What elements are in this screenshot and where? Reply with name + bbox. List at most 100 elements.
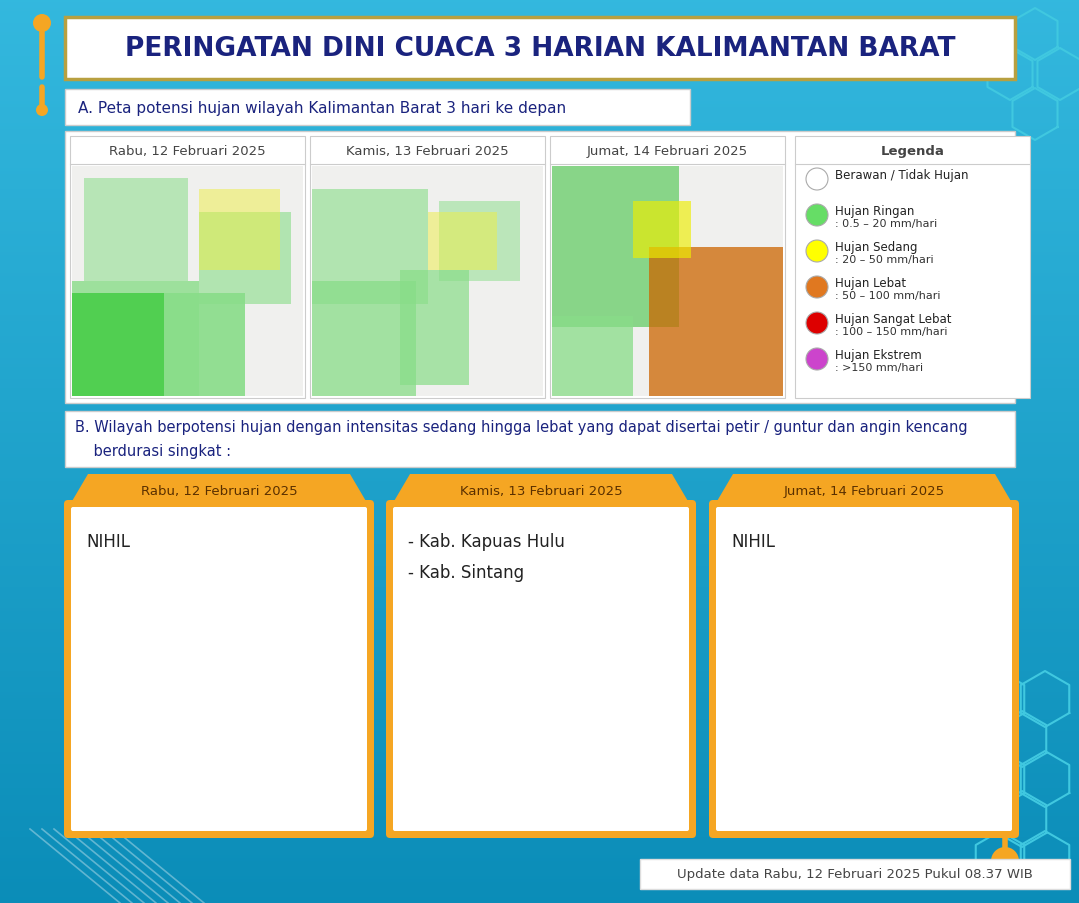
Bar — [0, 379, 1079, 383]
Bar — [0, 196, 1079, 200]
Bar — [0, 163, 1079, 166]
Bar — [0, 641, 1079, 645]
Bar — [0, 135, 1079, 139]
Bar — [0, 713, 1079, 717]
FancyBboxPatch shape — [393, 507, 689, 831]
Bar — [0, 695, 1079, 699]
Bar — [0, 490, 1079, 495]
Bar — [0, 560, 1079, 563]
Bar — [650, 247, 783, 396]
Bar — [0, 792, 1079, 796]
Text: : 100 – 150 mm/hari: : 100 – 150 mm/hari — [835, 327, 947, 337]
Bar — [0, 147, 1079, 152]
Bar — [0, 777, 1079, 780]
Bar — [0, 768, 1079, 771]
Bar — [0, 358, 1079, 362]
Bar — [0, 373, 1079, 377]
Bar — [0, 30, 1079, 34]
Circle shape — [991, 847, 1019, 875]
Bar — [65, 18, 1015, 79]
Bar — [0, 578, 1079, 582]
Bar — [0, 581, 1079, 585]
Bar — [0, 783, 1079, 787]
Bar — [0, 190, 1079, 193]
Bar — [0, 620, 1079, 624]
Bar — [0, 684, 1079, 687]
Text: Kamis, 13 Februari 2025: Kamis, 13 Februari 2025 — [346, 144, 509, 157]
Bar — [0, 605, 1079, 609]
Text: Berawan / Tidak Hujan: Berawan / Tidak Hujan — [835, 170, 969, 182]
Bar — [0, 786, 1079, 789]
Bar — [0, 289, 1079, 293]
Bar — [0, 647, 1079, 651]
Bar — [0, 178, 1079, 182]
Bar — [0, 12, 1079, 16]
Polygon shape — [68, 474, 370, 508]
Bar — [0, 18, 1079, 22]
Bar — [0, 614, 1079, 618]
Circle shape — [806, 276, 828, 299]
Bar — [0, 831, 1079, 834]
Bar — [0, 545, 1079, 549]
Bar — [0, 391, 1079, 396]
Text: NIHIL: NIHIL — [86, 533, 129, 551]
Bar — [0, 283, 1079, 287]
Bar — [0, 488, 1079, 491]
Bar — [0, 653, 1079, 657]
Bar — [0, 201, 1079, 206]
Bar — [0, 693, 1079, 696]
Bar — [0, 629, 1079, 633]
Bar — [0, 322, 1079, 326]
Bar — [0, 557, 1079, 561]
Bar — [0, 867, 1079, 870]
Bar — [0, 626, 1079, 630]
Bar — [0, 192, 1079, 197]
Bar — [0, 449, 1079, 452]
Bar — [0, 526, 1079, 531]
Bar — [0, 436, 1079, 441]
Bar — [0, 262, 1079, 265]
Bar — [0, 891, 1079, 895]
Bar — [0, 813, 1079, 816]
Bar — [0, 165, 1079, 170]
Bar — [427, 213, 496, 270]
Bar — [0, 142, 1079, 145]
Bar — [0, 729, 1079, 732]
Bar — [0, 722, 1079, 726]
Bar — [0, 0, 1079, 4]
Bar — [552, 167, 679, 328]
Bar — [199, 213, 291, 304]
Bar — [0, 461, 1079, 464]
Bar — [83, 178, 188, 282]
Bar — [0, 659, 1079, 663]
Bar — [0, 506, 1079, 509]
Bar — [65, 412, 1015, 468]
FancyBboxPatch shape — [64, 500, 374, 838]
Bar — [0, 485, 1079, 489]
Bar — [0, 205, 1079, 209]
Bar — [0, 774, 1079, 777]
Text: NIHIL: NIHIL — [730, 533, 775, 551]
Bar — [0, 815, 1079, 820]
Bar — [0, 39, 1079, 43]
Bar — [0, 617, 1079, 621]
FancyBboxPatch shape — [709, 500, 1019, 838]
Bar — [0, 181, 1079, 184]
Bar — [0, 97, 1079, 100]
Bar — [72, 167, 303, 396]
Bar — [0, 126, 1079, 130]
Bar — [312, 190, 427, 304]
Bar — [0, 512, 1079, 516]
Bar — [0, 400, 1079, 405]
Bar — [0, 788, 1079, 793]
Bar — [0, 316, 1079, 320]
Bar — [0, 517, 1079, 522]
Bar — [0, 822, 1079, 825]
Bar — [0, 761, 1079, 766]
Bar — [0, 671, 1079, 675]
Bar — [0, 563, 1079, 567]
Bar — [0, 377, 1079, 380]
Bar — [0, 313, 1079, 317]
Bar — [0, 572, 1079, 576]
Bar — [0, 599, 1079, 603]
